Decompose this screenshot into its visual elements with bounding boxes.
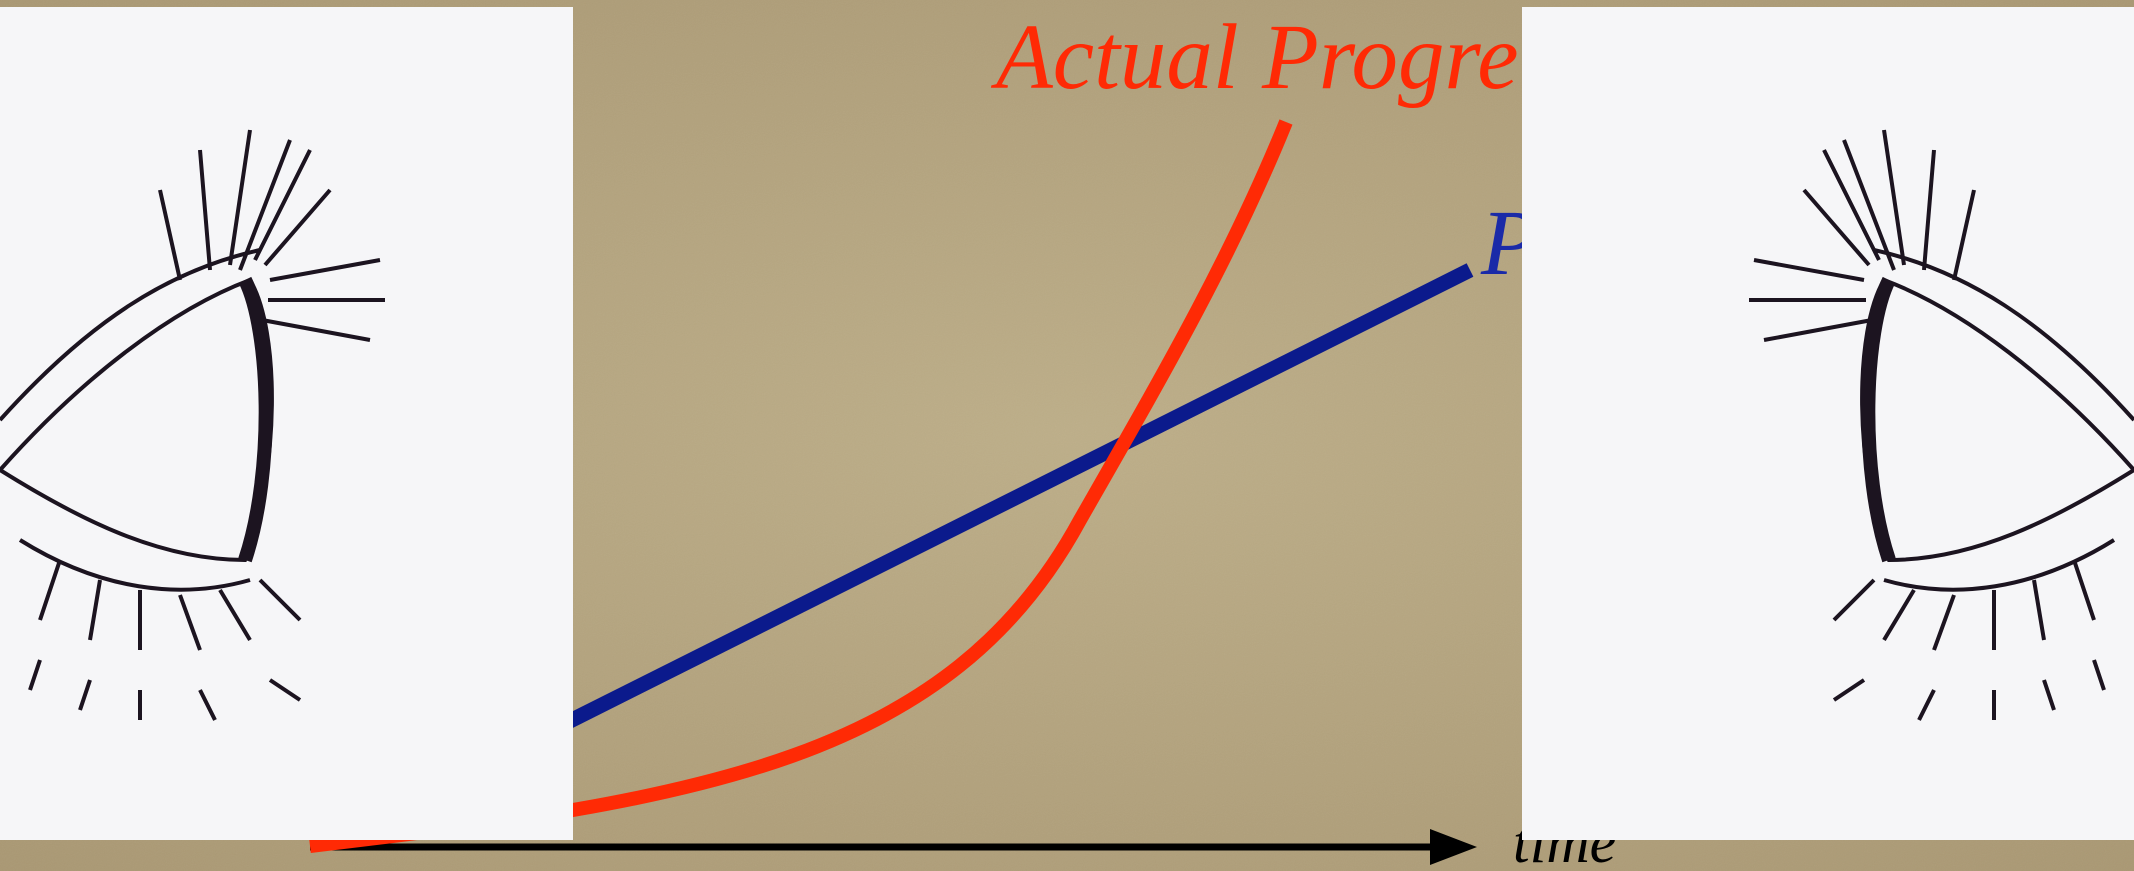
curve-label: Actual Progre [990,6,1519,109]
progress-curve [309,119,1293,853]
plan-line [536,263,1474,743]
left-eye-image [0,7,573,840]
axis-arrow [1430,829,1477,865]
right-eye-image [1522,7,2134,840]
